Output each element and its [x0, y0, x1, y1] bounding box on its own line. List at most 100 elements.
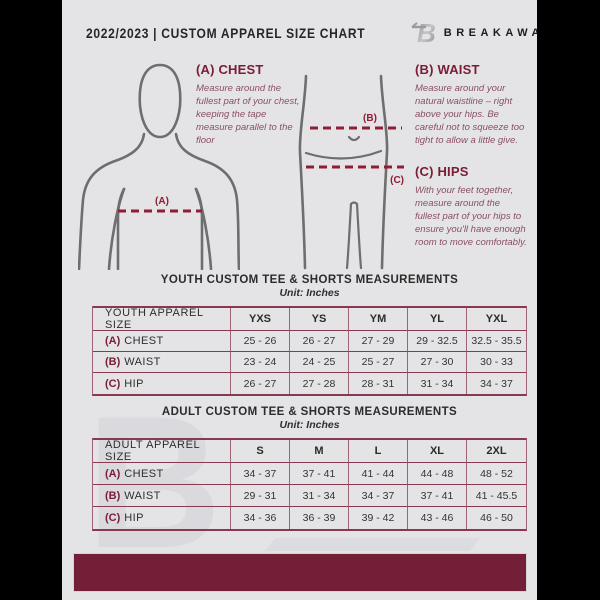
adult-col-header-l: L: [349, 440, 408, 463]
youth-row-label-chest: (A) CHEST: [93, 331, 231, 352]
adult-waist-xl: 37 - 41: [408, 485, 467, 507]
lower-body-figure: (B) (C): [298, 74, 404, 270]
letterbox-left: [0, 0, 62, 600]
figure-right-inner-leg: [355, 202, 363, 270]
chest-instruction: (A) CHEST Measure around the fullest par…: [196, 62, 300, 148]
adult-col-header-s: S: [231, 440, 290, 463]
adult-table-unit: Unit: Inches: [279, 419, 340, 431]
adult-hip-xl: 43 - 46: [408, 507, 467, 529]
chest-instruction-text: Measure around the fullest part of your …: [196, 83, 300, 146]
brand-name: BREAKAWAY: [443, 27, 537, 39]
youth-hip-ym: 28 - 31: [349, 373, 408, 394]
figure-navel: [347, 135, 361, 142]
youth-table-title: YOUTH CUSTOM TEE & SHORTS MEASUREMENTS: [160, 274, 459, 286]
youth-size-table: YOUTH APPAREL SIZE YXS YS YM YL YXL (A) …: [92, 306, 527, 396]
youth-waist-yl: 27 - 30: [408, 352, 467, 373]
adult-col-header-size: ADULT APPAREL SIZE: [93, 439, 231, 463]
youth-col-header-ys: YS: [290, 308, 349, 331]
adult-hip-l: 39 - 42: [349, 507, 408, 529]
youth-col-header-yl: YL: [408, 308, 467, 331]
adult-col-header-m: M: [290, 440, 349, 463]
youth-col-header-yxl: YXL: [467, 308, 526, 331]
youth-chest-yxs: 25 - 26: [231, 331, 290, 352]
header: 2022/2023 | CUSTOM APPAREL SIZE CHART B …: [86, 18, 537, 48]
row-word: WAIST: [124, 489, 161, 502]
adult-col-header-2xl: 2XL: [467, 440, 526, 463]
adult-row-label-waist: (B) WAIST: [93, 485, 231, 507]
adult-chest-s: 34 - 37: [231, 463, 290, 485]
logo-letter: B: [417, 20, 436, 46]
figure-hip-curve: [304, 149, 383, 160]
row-word: WAIST: [124, 356, 161, 368]
row-prefix: (A): [105, 467, 121, 480]
hips-instruction: (C) HIPS With your feet together, measur…: [415, 164, 527, 250]
hips-instruction-text: With your feet together, measure around …: [415, 185, 527, 248]
row-word: CHEST: [124, 335, 164, 347]
hips-instruction-heading: (C) HIPS: [415, 164, 469, 179]
adult-section: ADULT CUSTOM TEE & SHORTS MEASUREMENTS U…: [92, 406, 527, 531]
figure-right-inner-arm: [194, 187, 213, 270]
chest-marker-label: (A): [155, 196, 169, 207]
waist-instruction-text: Measure around your natural waistline – …: [415, 83, 525, 146]
footer-maroon-bar: [73, 553, 527, 592]
chart-content-area: B 2022/2023 | CUSTOM APPAREL SIZE CHART …: [62, 0, 537, 600]
adult-col-header-xl: XL: [408, 440, 467, 463]
adult-chest-l: 41 - 44: [349, 463, 408, 485]
youth-chest-ys: 26 - 27: [290, 331, 349, 352]
row-prefix: (B): [105, 489, 121, 502]
youth-section: YOUTH CUSTOM TEE & SHORTS MEASUREMENTS U…: [92, 274, 527, 396]
youth-row-label-waist: (B) WAIST: [93, 352, 231, 373]
youth-hip-yxl: 34 - 37: [480, 377, 513, 390]
hip-marker-label: (C): [390, 175, 404, 186]
adult-row-label-hip: (C) HIP: [93, 507, 231, 529]
figure-left-shoulder-arm: [78, 132, 146, 270]
youth-col-header-yxs: YXS: [231, 308, 290, 331]
youth-row-label-hip: (C) HIP: [93, 373, 231, 394]
row-prefix: (C): [105, 512, 121, 524]
adult-row-label-chest: (A) CHEST: [93, 463, 231, 485]
youth-waist-yxl: 30 - 33: [467, 352, 526, 373]
youth-chest-yxl: 32.5 - 35.5: [467, 331, 526, 352]
adult-waist-s: 29 - 31: [231, 485, 290, 507]
adult-hip-m: 36 - 39: [290, 507, 349, 529]
figure-right-shoulder-arm: [174, 132, 240, 270]
youth-chest-ym: 27 - 29: [349, 331, 408, 352]
adult-table-title: ADULT CUSTOM TEE & SHORTS MEASUREMENTS: [161, 406, 458, 418]
adult-waist-2xl: 41 - 45.5: [467, 485, 526, 507]
adult-waist-m: 31 - 34: [290, 485, 349, 507]
figure-left-hip-side: [298, 74, 308, 270]
adult-hip-s: 34 - 36: [231, 507, 290, 529]
row-word: HIP: [124, 512, 144, 524]
page-title: 2022/2023 | CUSTOM APPAREL SIZE CHART: [86, 25, 366, 41]
youth-waist-yxs: 23 - 24: [231, 352, 290, 373]
adult-size-table: ADULT APPAREL SIZE S M L XL 2XL (A) CHES…: [92, 438, 527, 531]
logo-arrow-flick: [411, 22, 418, 28]
youth-col-header-size: YOUTH APPAREL SIZE: [93, 307, 231, 331]
adult-chest-m: 37 - 41: [290, 463, 349, 485]
youth-table-unit: Unit: Inches: [279, 287, 340, 299]
adult-waist-l: 34 - 37: [349, 485, 408, 507]
figure-right-hip-side: [379, 74, 389, 270]
adult-chest-xl: 44 - 48: [408, 463, 467, 485]
brand-lockup: B BREAKAWAY: [411, 20, 537, 46]
youth-col-header-ym: YM: [349, 308, 408, 331]
youth-hip-yxs: 26 - 27: [231, 373, 290, 394]
row-prefix: (C): [105, 377, 121, 390]
figure-head: [138, 63, 182, 139]
letterbox-right: [537, 0, 600, 600]
watermark-b-logo: B: [86, 377, 222, 587]
waist-instruction-heading: (B) WAIST: [415, 62, 480, 77]
chest-instruction-heading: (A) CHEST: [196, 62, 264, 77]
breakaway-b-logo-icon: B: [411, 20, 436, 46]
figure-left-inner-leg: [345, 202, 353, 270]
waist-marker-label: (B): [363, 113, 377, 124]
waist-instruction: (B) WAIST Measure around your natural wa…: [415, 62, 525, 148]
watermark-swoosh: [264, 538, 481, 551]
torso-figure: (A): [78, 63, 240, 270]
youth-waist-ys: 24 - 25: [290, 352, 349, 373]
row-prefix: (A): [105, 335, 121, 347]
figure-left-inner-arm: [107, 187, 126, 270]
youth-waist-ym: 25 - 27: [349, 352, 408, 373]
row-word: HIP: [124, 377, 144, 390]
